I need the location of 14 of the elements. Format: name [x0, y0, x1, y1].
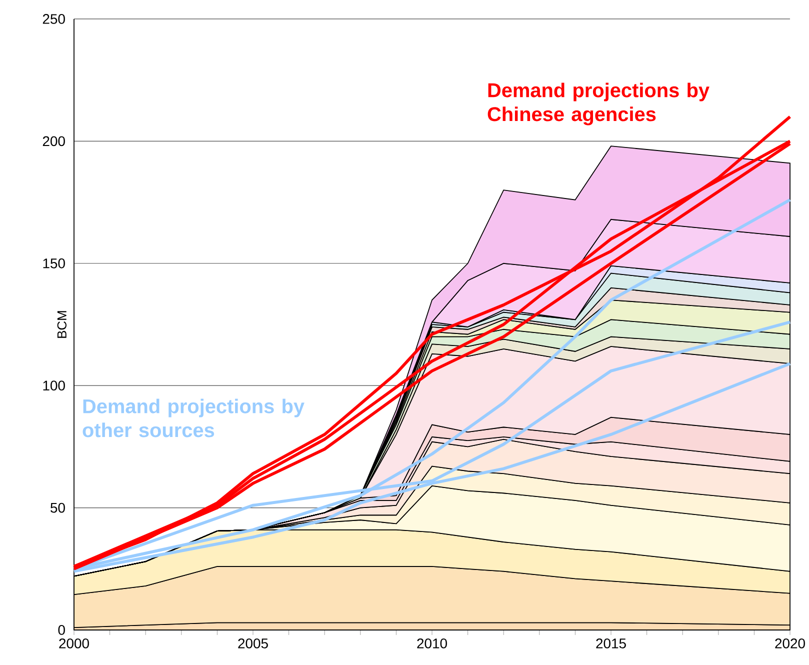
y-tick-label: 200	[42, 136, 65, 146]
y-tick-label: 150	[43, 258, 65, 268]
y-tick-label: 100	[43, 380, 65, 391]
x-tick-label: 2010	[417, 638, 447, 648]
y-tick-label: 250	[42, 14, 65, 24]
x-tick-label: 2020	[775, 638, 805, 648]
x-tick-label: 2005	[238, 638, 268, 648]
annotation: Demand projections by other sources	[82, 398, 304, 438]
annotation: Demand projections by Chinese agencies	[488, 82, 710, 126]
y-tick-label: 0	[58, 625, 65, 635]
x-tick-label: 2015	[596, 638, 626, 648]
y-tick-label: 50	[50, 502, 65, 513]
y-axis-title: BCM	[57, 311, 66, 338]
x-tick-label: 2000	[59, 638, 89, 648]
